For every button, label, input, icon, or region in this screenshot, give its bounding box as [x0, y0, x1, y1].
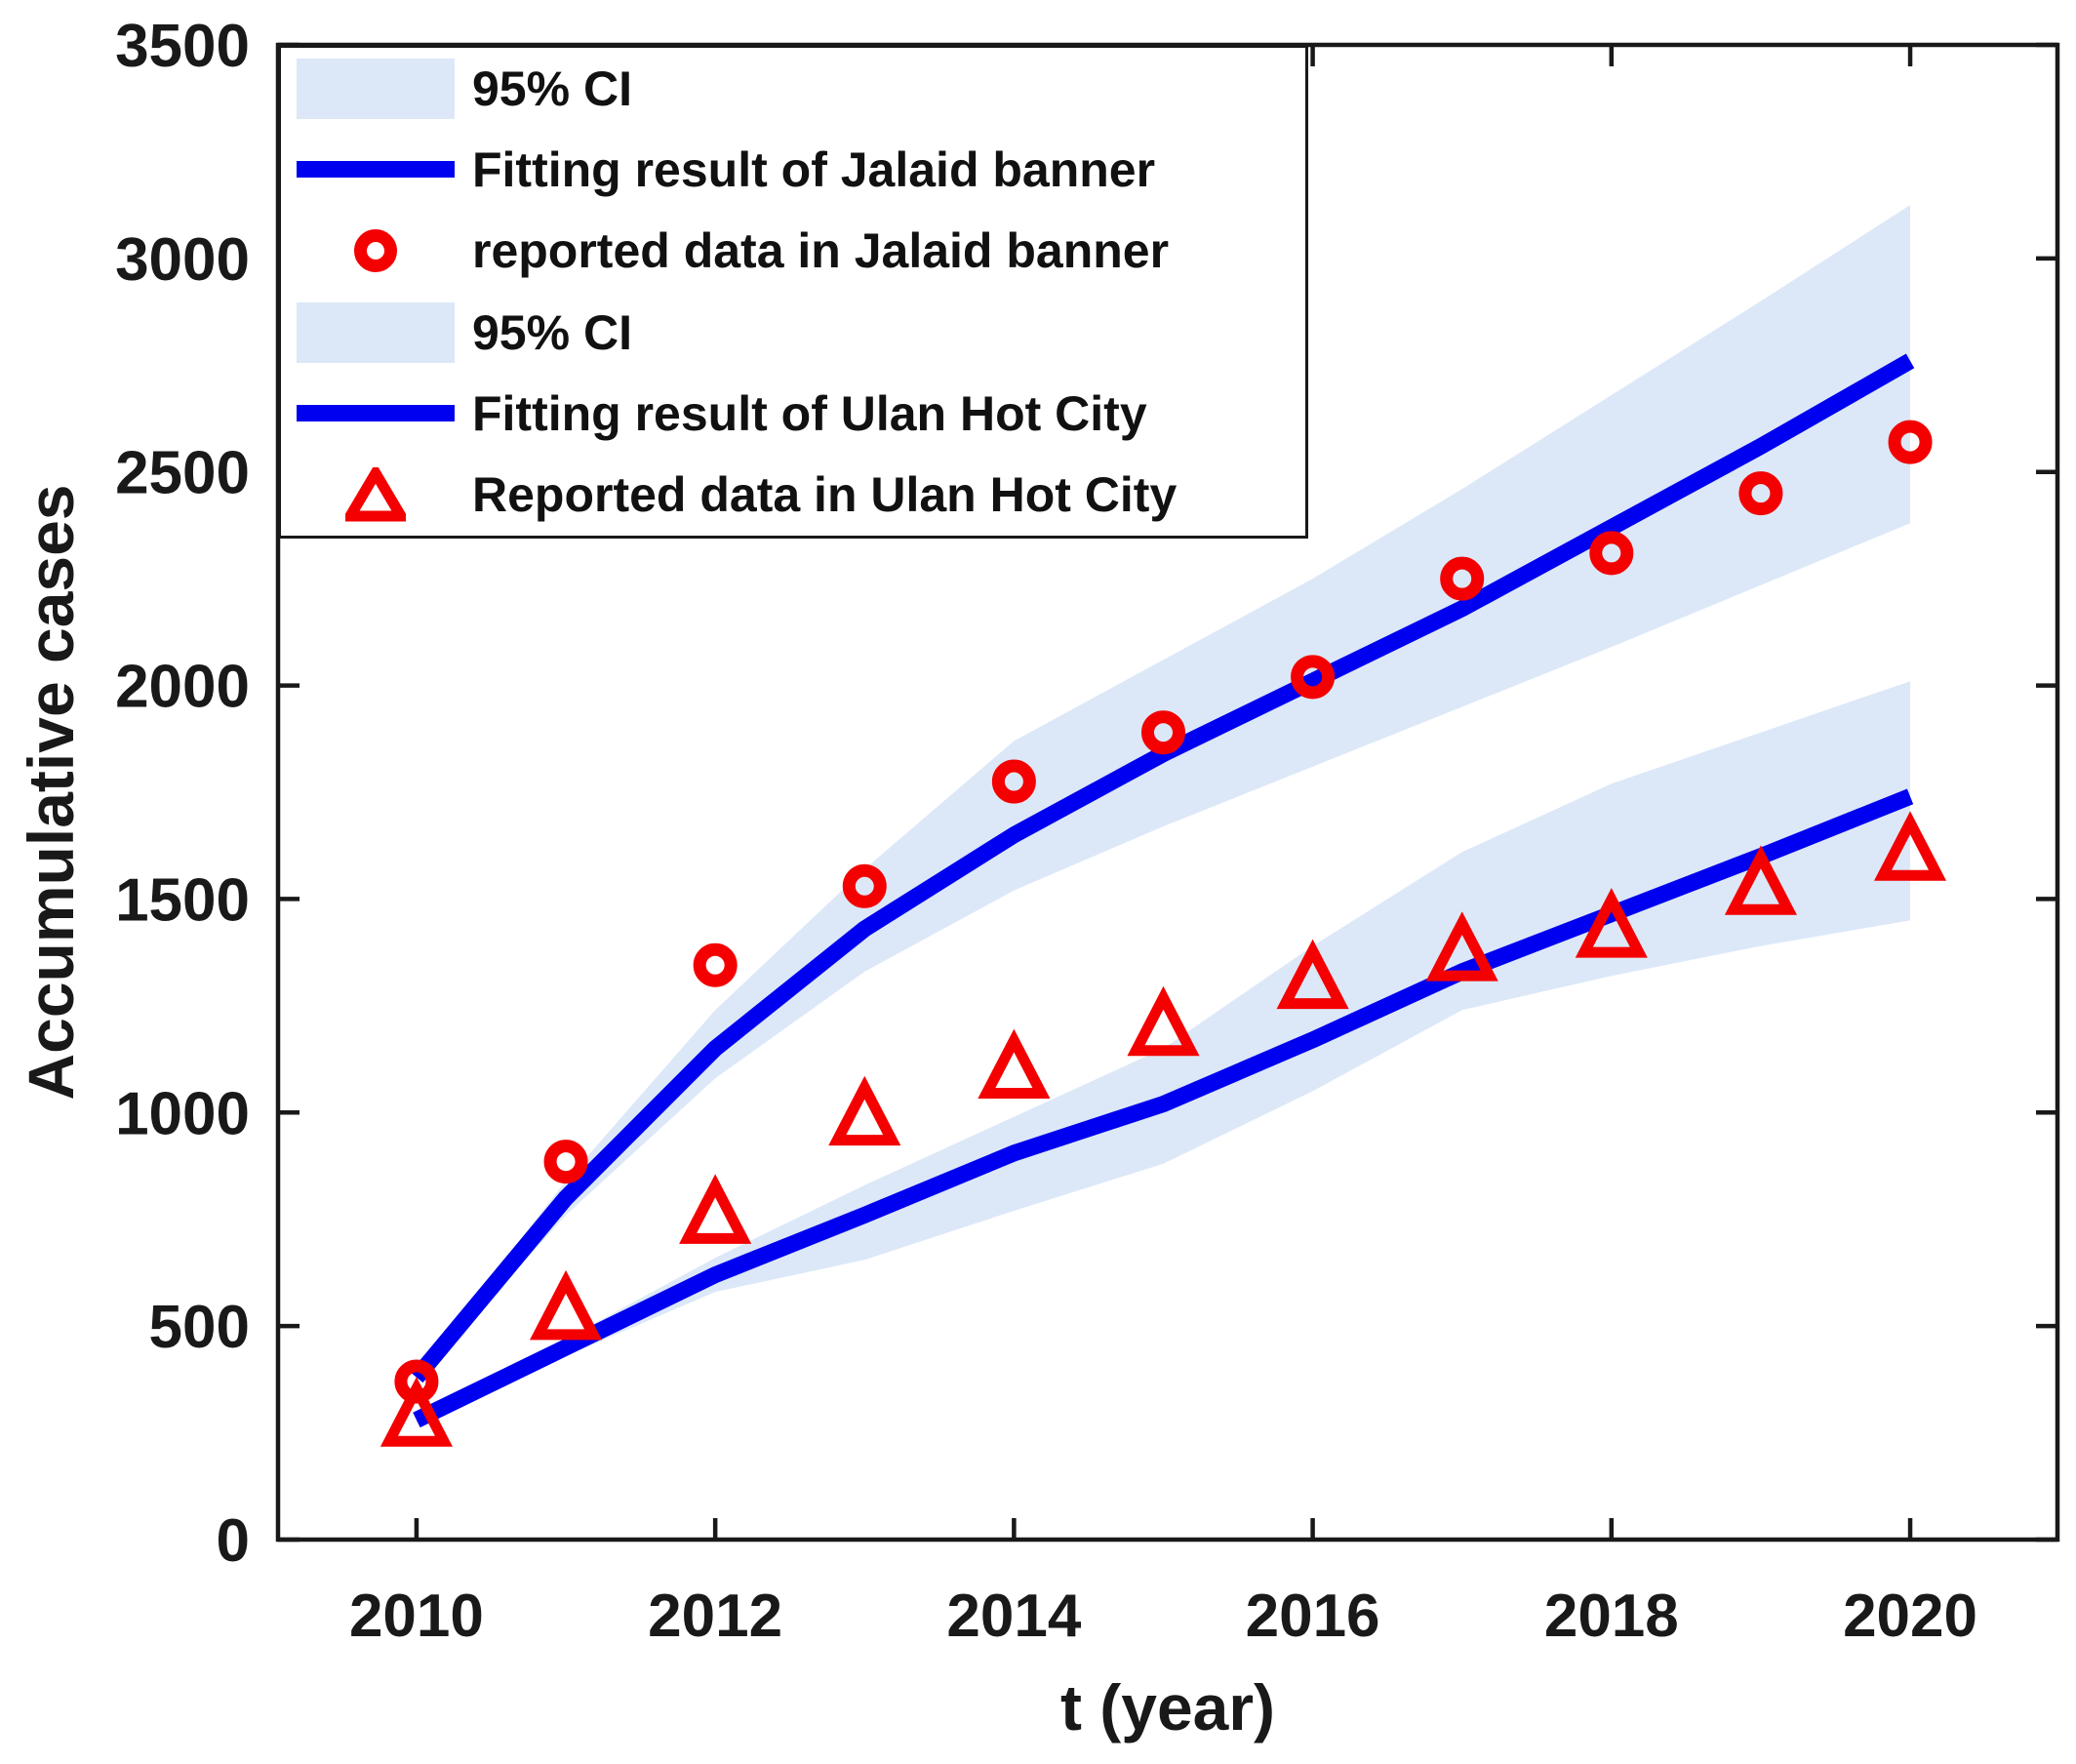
circle-marker-icon	[354, 229, 397, 273]
y-tick-label: 1500	[115, 866, 250, 934]
triangle-marker-icon	[345, 467, 406, 522]
data-point-triangle	[1575, 888, 1648, 958]
x-tick-label: 2016	[1246, 1583, 1380, 1650]
legend-item-ci-jalaid: 95% CI	[281, 49, 1305, 129]
y-tick-label: 2500	[115, 440, 250, 507]
data-point-circle	[1440, 556, 1485, 601]
legend-item-label: 95% CI	[472, 60, 632, 116]
data-point-triangle	[379, 1377, 453, 1447]
y-tick-label: 500	[149, 1294, 250, 1361]
data-markers-triangle	[379, 811, 1947, 1447]
y-axis-title: Accumulative cases	[15, 484, 87, 1101]
x-tick-label: 2020	[1843, 1583, 1977, 1650]
data-point-triangle	[529, 1269, 603, 1341]
data-point-circle	[693, 942, 738, 987]
data-point-circle	[1589, 531, 1634, 576]
data-point-circle	[1888, 420, 1933, 464]
legend-item-label: Reported data in Ulan Hot City	[472, 467, 1178, 523]
legend-item-ci-ulan: 95% CI	[281, 293, 1305, 373]
y-tick-label: 2000	[115, 654, 250, 721]
data-markers-circle	[394, 420, 1933, 1404]
y-tick-label: 1000	[115, 1080, 250, 1147]
legend-item-label: Fitting result of Ulan Hot City	[472, 385, 1147, 441]
data-point-triangle	[1127, 985, 1200, 1057]
x-axis-title: t (year)	[1059, 1671, 1276, 1744]
legend-item-reported-jalaid: reported data in Jalaid banner	[281, 211, 1305, 291]
legend-item-fit-jalaid: Fitting result of Jalaid banner	[281, 130, 1305, 210]
x-tick-label: 2012	[648, 1583, 782, 1650]
x-tick-label: 2010	[349, 1583, 484, 1650]
legend-item-label: Fitting result of Jalaid banner	[472, 141, 1156, 197]
y-tick-label: 3000	[115, 226, 250, 294]
ci-patch-swatch	[297, 58, 455, 119]
x-tick-label: 2018	[1544, 1583, 1679, 1650]
legend: 95% CI Fitting result of Jalaid banner r…	[278, 45, 1308, 539]
ci-band	[416, 205, 1911, 1383]
data-point-circle	[842, 863, 887, 908]
legend-item-reported-ulan: Reported data in Ulan Hot City	[281, 455, 1305, 535]
data-point-circle	[543, 1140, 588, 1184]
legend-item-fit-ulan: Fitting result of Ulan Hot City	[281, 374, 1305, 454]
data-point-triangle	[828, 1075, 901, 1146]
data-point-circle	[991, 759, 1036, 804]
data-point-triangle	[679, 1174, 752, 1244]
data-point-triangle	[1873, 811, 1947, 881]
data-point-triangle	[1276, 939, 1349, 1010]
data-point-circle	[1291, 655, 1336, 700]
line-swatch	[297, 161, 455, 179]
data-point-triangle	[978, 1028, 1051, 1100]
data-point-circle	[1738, 471, 1783, 516]
legend-item-label: 95% CI	[472, 304, 632, 360]
data-point-triangle	[1425, 911, 1498, 982]
data-point-triangle	[1724, 845, 1797, 915]
fit-line	[413, 788, 1914, 1428]
x-tick-label: 2014	[946, 1583, 1081, 1650]
y-tick-label: 0	[217, 1507, 250, 1575]
data-point-circle	[1140, 710, 1185, 755]
legend-item-label: reported data in Jalaid banner	[472, 223, 1170, 279]
line-swatch	[297, 405, 455, 422]
ci-patch-swatch	[297, 301, 455, 363]
y-tick-label: 3500	[115, 13, 250, 80]
